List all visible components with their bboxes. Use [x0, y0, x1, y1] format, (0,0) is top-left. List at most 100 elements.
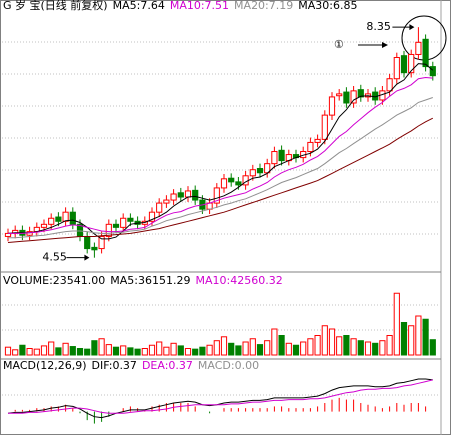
- legend-entry: MA5:7.64: [113, 0, 165, 12]
- candle-body: [192, 189, 199, 201]
- volume-bar: [379, 340, 386, 356]
- volume-bar: [192, 348, 199, 356]
- volume-bar: [69, 346, 76, 356]
- arrow-head: [409, 24, 415, 31]
- candle-body: [249, 169, 256, 177]
- volume-bar: [393, 292, 400, 356]
- candle-body: [105, 223, 112, 237]
- legend-entry: MA5:36151.29: [110, 274, 190, 287]
- volume-bar: [408, 325, 415, 356]
- arrow-head: [84, 254, 90, 261]
- volume-bar: [177, 345, 184, 356]
- volume-bar: [386, 335, 393, 356]
- candle-body: [336, 93, 343, 97]
- candle-body: [228, 177, 235, 183]
- candle-body: [235, 181, 242, 186]
- volume-bar: [40, 345, 48, 356]
- volume-bar: [235, 345, 242, 356]
- volume-bar: [307, 338, 314, 356]
- volume-bar: [141, 348, 148, 356]
- candle-body: [400, 55, 408, 74]
- annotation: 4.55: [42, 251, 67, 264]
- volume-bar: [364, 341, 372, 356]
- volume-bar: [84, 348, 91, 356]
- candle-body: [408, 53, 415, 74]
- volume-bar: [127, 347, 134, 356]
- candle-body: [350, 90, 357, 104]
- volume-bar: [228, 342, 235, 356]
- candle-body: [127, 217, 134, 222]
- legend-entry: DIF:0.37: [92, 359, 137, 372]
- candle-body: [84, 235, 91, 250]
- volume-bar: [300, 341, 307, 356]
- volume-bar: [156, 341, 163, 356]
- volume-bar: [285, 342, 292, 356]
- volume-bar: [48, 341, 55, 356]
- volume-bar: [429, 339, 436, 356]
- candle-body: [156, 202, 163, 213]
- volume-bar: [199, 346, 206, 356]
- volume-bar: [98, 338, 105, 356]
- candle-body: [357, 89, 364, 98]
- candle-body: [112, 223, 120, 228]
- candle-body: [429, 66, 436, 77]
- volume-bar: [336, 336, 343, 356]
- volume-bar: [120, 345, 127, 356]
- candle-body: [422, 38, 429, 68]
- legend-entry: MA30:6.85: [298, 0, 357, 12]
- candle-body: [321, 114, 328, 140]
- panel-legend: MACD(12,26,9) DIF:0.37 DEA:0.37 MACD:0.00: [3, 359, 259, 372]
- candle-body: [170, 193, 177, 201]
- legend-entry: MACD(12,26,9): [3, 359, 87, 372]
- volume-bar: [422, 318, 429, 356]
- volume-bar: [112, 346, 120, 356]
- volume-bar: [328, 328, 336, 356]
- candle-body: [328, 96, 336, 116]
- volume-bar: [170, 342, 177, 356]
- candle-body: [343, 91, 350, 104]
- volume-bar: [357, 340, 364, 356]
- candle-body: [271, 151, 278, 165]
- volume-bar: [372, 342, 379, 356]
- panel-legend: VOLUME:23541.00 MA5:36151.29 MA10:42560.32: [3, 274, 283, 287]
- volume-bar: [271, 328, 278, 356]
- volume-bar: [62, 342, 69, 356]
- candle-body: [256, 168, 264, 174]
- candle-body: [393, 56, 400, 80]
- candle-body: [177, 192, 184, 198]
- volume-bar: [91, 340, 98, 356]
- price-grid: [2, 41, 440, 396]
- arrow-head: [382, 42, 388, 48]
- legend-entry: G 岁 宝(日线 前复权): [3, 0, 108, 12]
- candle-body: [386, 78, 393, 92]
- volume-bar: [256, 344, 264, 356]
- ma-line: [8, 76, 433, 234]
- annotation: 8.35: [366, 20, 391, 33]
- volume-bar: [76, 348, 84, 356]
- panel-legend: G 岁 宝(日线 前复权) MA5:7.64 MA10:7.51 MA20:7.19 M…: [3, 0, 357, 12]
- candle-body: [278, 149, 285, 162]
- volume-bar: [400, 322, 408, 356]
- candle-body: [163, 199, 170, 204]
- volume-bar: [249, 338, 256, 356]
- legend-entry: VOLUME:23541.00: [3, 274, 105, 287]
- candle-body: [314, 138, 321, 143]
- candle-body: [40, 223, 48, 228]
- volume-bar: [415, 315, 422, 356]
- candle-body: [91, 246, 98, 251]
- volume-bar: [350, 338, 357, 356]
- legend-entry: MA10:42560.32: [195, 274, 282, 287]
- candle-body: [213, 187, 220, 204]
- candle-body: [415, 41, 422, 55]
- annotation: ①: [334, 38, 344, 51]
- candle-body: [184, 190, 192, 198]
- candle-body: [98, 235, 105, 250]
- candle-body: [48, 217, 55, 225]
- volume-bar: [278, 335, 285, 356]
- volume-bar: [264, 340, 271, 356]
- candle-body: [69, 211, 76, 225]
- volume-bar: [55, 347, 62, 356]
- ma-line: [8, 97, 433, 239]
- volume-bar: [206, 344, 213, 356]
